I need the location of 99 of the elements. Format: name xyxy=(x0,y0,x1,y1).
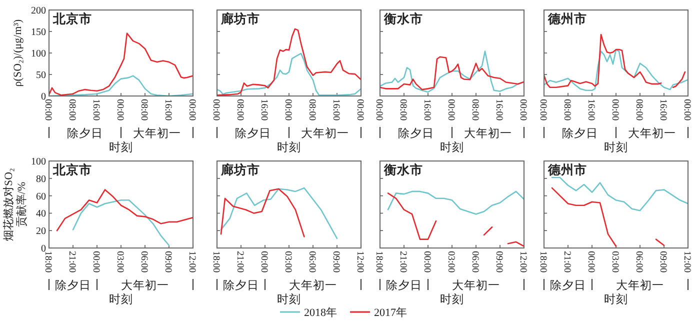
x-tick-label: 03:00 xyxy=(114,251,125,273)
text: 大年初一 xyxy=(133,126,181,140)
x-tick-label: 06:00 xyxy=(634,251,644,273)
chart-title: 北京市 xyxy=(52,162,92,177)
x-tick-label: 16:00 xyxy=(586,99,596,121)
x-axis-title: 时刻 xyxy=(604,292,628,306)
x-tick-label: 00:00 xyxy=(446,99,456,121)
text: 除夕日 xyxy=(562,127,598,140)
y-tick-label: 50 xyxy=(36,70,46,81)
x-tick-label: 08:00 xyxy=(634,99,644,121)
chart-title: 德州市 xyxy=(547,11,587,26)
x-tick-label: 00:00 xyxy=(538,99,548,121)
legend-label: 2018年 xyxy=(304,307,337,319)
text: 除夕日 xyxy=(223,279,259,292)
text: 除夕日 xyxy=(235,127,271,140)
x-tick-label: 08:00 xyxy=(398,99,408,121)
y-tick-label: 100 xyxy=(31,156,46,168)
x-tick-label: 16:00 xyxy=(90,99,101,121)
x-tick-label: 16:00 xyxy=(330,99,341,121)
text: 大年初一 xyxy=(289,278,337,292)
x-tick-label: 21:00 xyxy=(66,251,77,273)
x-tick-label: 06:00 xyxy=(138,251,149,273)
chart-title: 廊坊市 xyxy=(220,11,260,26)
x-tick-label: 08:00 xyxy=(234,99,245,121)
x-tick-label: 00:00 xyxy=(90,251,101,273)
x-axis-title: 时刻 xyxy=(277,140,301,154)
x-tick-label: 00:00 xyxy=(682,99,692,121)
x-tick-label: 03:00 xyxy=(282,251,293,273)
x-tick-label: 08:00 xyxy=(306,99,317,121)
x-axis-title: 时刻 xyxy=(277,292,301,306)
x-tick-label: 00:00 xyxy=(282,99,293,121)
x-tick-label: 00:00 xyxy=(354,99,365,121)
chart-title: 北京市 xyxy=(52,11,92,26)
x-axis-title: 时刻 xyxy=(109,140,133,154)
text: 大年初一 xyxy=(616,278,664,292)
x-tick-label: 00:00 xyxy=(186,99,197,121)
x-tick-label: 16:00 xyxy=(258,99,269,121)
x-tick-label: 00:00 xyxy=(422,251,432,273)
text: 大年初一 xyxy=(464,126,512,140)
x-tick-label: 12:00 xyxy=(682,251,692,273)
text: 除夕日 xyxy=(67,127,103,140)
x-tick-label: 18:00 xyxy=(538,251,548,273)
x-axis-title: 时刻 xyxy=(440,292,464,306)
legend-label: 2017年 xyxy=(374,307,407,319)
x-tick-label: 00:00 xyxy=(610,99,620,121)
x-tick-label: 18:00 xyxy=(374,251,384,273)
y-tick-label: 40 xyxy=(36,208,46,220)
chart-title: 廊坊市 xyxy=(220,162,260,177)
x-axis-title: 时刻 xyxy=(440,140,464,154)
x-tick-label: 00:00 xyxy=(210,99,221,121)
text: 大年初一 xyxy=(628,126,676,140)
x-tick-label: 03:00 xyxy=(446,251,456,273)
y-tick-label: 80 xyxy=(36,174,46,185)
text: 大年初一 xyxy=(452,278,500,292)
x-tick-label: 16:00 xyxy=(658,99,668,121)
x-tick-label: 08:00 xyxy=(66,99,77,121)
y-tick-label: 150 xyxy=(31,27,46,38)
y-tick-label: 20 xyxy=(36,226,46,238)
y-tick-label: 200 xyxy=(31,6,46,16)
x-tick-label: 16:00 xyxy=(494,99,504,121)
x-tick-label: 21:00 xyxy=(234,251,245,273)
x-tick-label: 00:00 xyxy=(586,251,596,273)
text: 大年初一 xyxy=(121,278,169,292)
x-tick-label: 09:00 xyxy=(658,251,668,273)
x-tick-label: 00:00 xyxy=(374,99,384,121)
x-tick-label: 00:00 xyxy=(258,251,269,273)
x-tick-label: 00:00 xyxy=(114,99,125,121)
x-tick-label: 03:00 xyxy=(610,251,620,273)
x-tick-label: 12:00 xyxy=(354,251,365,273)
x-tick-label: 21:00 xyxy=(398,251,408,273)
text: 除夕日 xyxy=(398,127,434,140)
text: 大年初一 xyxy=(301,126,349,140)
x-axis-title: 时刻 xyxy=(604,140,628,154)
y-axis-title: ρ(SO₂)/(μg/m³) xyxy=(12,18,24,87)
text: 除夕日 xyxy=(550,279,586,292)
y-tick-label: 100 xyxy=(31,48,46,60)
x-tick-label: 09:00 xyxy=(494,251,504,273)
text: 除夕日 xyxy=(55,279,91,292)
x-tick-label: 08:00 xyxy=(562,99,572,121)
text: 除夕日 xyxy=(386,279,422,292)
x-tick-label: 12:00 xyxy=(186,251,197,273)
chart-title: 德州市 xyxy=(547,162,587,177)
x-tick-label: 00:00 xyxy=(518,99,528,121)
x-tick-label: 06:00 xyxy=(470,251,480,273)
x-tick-label: 16:00 xyxy=(162,99,173,121)
x-axis-title: 时刻 xyxy=(109,292,133,306)
x-tick-label: 09:00 xyxy=(162,251,173,273)
x-tick-label: 08:00 xyxy=(138,99,149,121)
chart-title: 衡水市 xyxy=(383,11,423,26)
chart-title: 衡水市 xyxy=(383,162,423,177)
x-tick-label: 16:00 xyxy=(422,99,432,121)
y-axis-title: 烟花燃放对SO₂ 贡献率/% xyxy=(2,168,28,241)
x-tick-label: 08:00 xyxy=(470,99,480,121)
y-tick-label: 60 xyxy=(36,191,46,202)
x-tick-label: 18:00 xyxy=(210,251,221,273)
x-tick-label: 21:00 xyxy=(562,251,572,273)
x-tick-label: 09:00 xyxy=(330,251,341,273)
x-tick-label: 06:00 xyxy=(306,251,317,273)
x-tick-label: 12:00 xyxy=(518,251,528,273)
